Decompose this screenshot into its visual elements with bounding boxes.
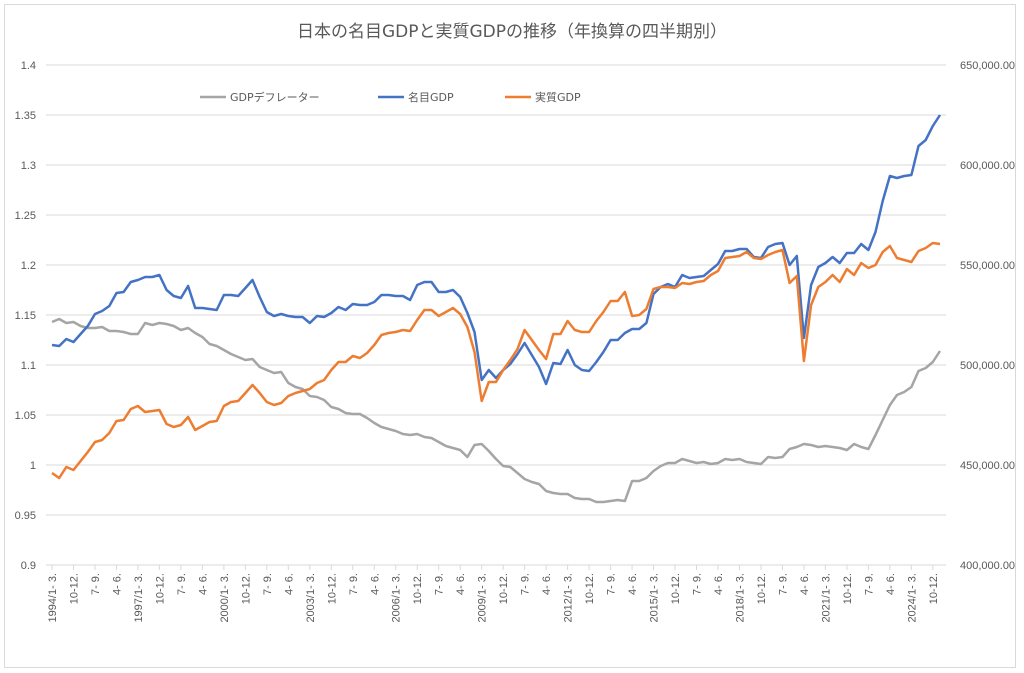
- right-tick-label: 400,000.00: [960, 560, 1015, 572]
- x-tick-label: 7- 9.: [176, 573, 188, 595]
- x-tick-label: 2015/1- 3.: [649, 573, 661, 623]
- legend: GDPデフレーター 名目GDP 実質GDP: [200, 90, 581, 104]
- legend-entry: 実質GDP: [535, 90, 581, 104]
- x-tick-label: 4- 6.: [369, 573, 381, 595]
- x-tick-label: 2006/1- 3.: [391, 573, 403, 623]
- left-tick-label: 0.9: [21, 560, 36, 572]
- right-tick-label: 500,000.00: [960, 360, 1015, 372]
- x-tick-label: 4- 6.: [111, 573, 123, 595]
- x-tick-label: 2021/1- 3.: [820, 573, 832, 623]
- x-tick-label: 10-12.: [68, 573, 80, 604]
- x-tick-label: 4- 6.: [197, 573, 209, 595]
- x-tick-label: 7- 9.: [520, 573, 532, 595]
- x-tick-label: 7- 9.: [262, 573, 274, 595]
- x-tick-label: 4- 6.: [283, 573, 295, 595]
- x-tick-label: 2000/1- 3.: [219, 573, 231, 623]
- x-tick-label: 10-12.: [326, 573, 338, 604]
- left-tick-label: 1.1: [21, 360, 36, 372]
- right-tick-label: 600,000.00: [960, 160, 1015, 172]
- left-tick-label: 1.05: [15, 410, 36, 422]
- left-tick-label: 1.25: [15, 210, 36, 222]
- x-tick-label: 10-12.: [756, 573, 768, 604]
- left-tick-label: 1.2: [21, 260, 36, 272]
- x-tick-label: 10-12.: [240, 573, 252, 604]
- x-tick-label: 10-12.: [928, 573, 940, 604]
- x-tick-label: 4- 6.: [541, 573, 553, 595]
- left-axis: 0.9 0.95 1 1.05 1.1 1.15 1.2 1.25 1.3 1.35 1.4: [15, 60, 36, 572]
- right-tick-label: 650,000.00: [960, 60, 1015, 72]
- series-line: [51, 241, 941, 480]
- right-axis: 400,000.00 450,000.00 500,000.00 550,000.00…: [960, 60, 1015, 572]
- x-tick-label: 10-12.: [412, 573, 424, 604]
- x-tick-label: 7- 9.: [606, 573, 618, 595]
- x-tick-label: 2003/1- 3.: [305, 573, 317, 623]
- left-tick-label: 1.4: [21, 60, 36, 72]
- x-tick-label: 10-12.: [154, 573, 166, 604]
- left-tick-label: 0.95: [15, 510, 36, 522]
- chart-title: 日本の名目GDPと実質GDPの推移（年換算の四半期別）: [297, 22, 727, 42]
- left-tick-label: 1.3: [21, 160, 36, 172]
- x-tick-label: 7- 9.: [863, 573, 875, 595]
- series-line: [51, 114, 942, 386]
- x-tick-label: 4- 6.: [713, 573, 725, 595]
- x-tick-label: 4- 6.: [627, 573, 639, 595]
- x-tick-label: 10-12.: [498, 573, 510, 604]
- left-tick-label: 1.35: [15, 110, 36, 122]
- x-tick-label: 1994/1- 3.: [47, 573, 59, 623]
- x-tick-label: 7- 9.: [90, 573, 102, 595]
- legend-entry: 名目GDP: [408, 90, 454, 104]
- legend-entry: GDPデフレーター: [230, 90, 320, 104]
- x-tick-label: 7- 9.: [348, 573, 360, 595]
- x-tick-label: 2009/1- 3.: [477, 573, 489, 623]
- x-axis: 1994/1- 3. 10-12. 7- 9. 4- 6. 1997/1- 3. 10-1…: [46, 564, 946, 623]
- series-lines: [51, 114, 942, 504]
- series-line: [51, 317, 942, 504]
- x-tick-label: 2018/1- 3.: [734, 573, 746, 623]
- right-tick-label: 450,000.00: [960, 460, 1015, 472]
- right-tick-label: 550,000.00: [960, 260, 1015, 272]
- x-tick-label: 2012/1- 3.: [563, 573, 575, 623]
- x-tick-label: 7- 9.: [434, 573, 446, 595]
- x-tick-label: 10-12.: [842, 573, 854, 604]
- x-tick-label: 7- 9.: [777, 573, 789, 595]
- x-tick-label: 4- 6.: [885, 573, 897, 595]
- x-tick-label: 10-12.: [584, 573, 596, 604]
- x-tick-label: 1997/1- 3.: [133, 573, 145, 623]
- x-tick-label: 2024/1- 3.: [906, 573, 918, 623]
- left-tick-label: 1.15: [15, 310, 36, 322]
- x-tick-label: 10-12.: [670, 573, 682, 604]
- x-tick-label: 7- 9.: [692, 573, 704, 595]
- left-tick-label: 1: [30, 460, 36, 472]
- x-tick-label: 4- 6.: [455, 573, 467, 595]
- x-tick-label: 4- 6.: [799, 573, 811, 595]
